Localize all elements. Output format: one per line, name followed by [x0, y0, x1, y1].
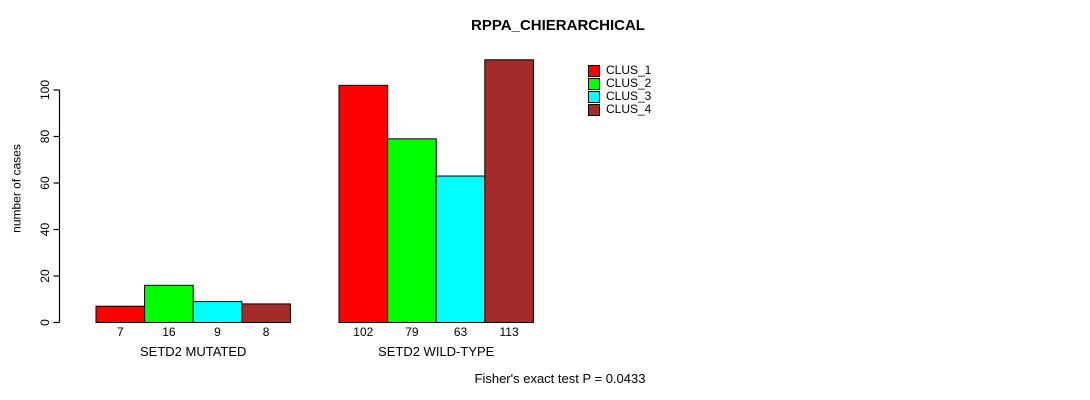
bar-clus_4-wild-type — [484, 59, 534, 324]
y-tick-label: 0 — [38, 319, 52, 326]
legend-swatch-icon — [588, 103, 600, 116]
bar-value-label: 7 — [117, 325, 124, 339]
legend-item-clus_3: CLUS_3 — [588, 90, 651, 103]
bar-clus_2-mutated — [144, 284, 194, 323]
legend-label: CLUS_2 — [606, 76, 652, 90]
bar-value-label: 102 — [353, 325, 373, 339]
bar-clus_1-mutated — [95, 305, 146, 324]
legend-swatch-icon — [588, 77, 600, 90]
legend-label: CLUS_3 — [606, 89, 652, 103]
y-tick-label: 80 — [38, 130, 52, 144]
bar-value-label: 113 — [500, 325, 519, 339]
legend-swatch-icon — [588, 90, 600, 103]
legend-swatch-icon — [588, 64, 600, 77]
bar-value-label: 16 — [162, 325, 176, 339]
legend-item-clus_1: CLUS_1 — [588, 64, 651, 77]
fisher-test-note: Fisher's exact test P = 0.0433 — [474, 371, 646, 386]
y-tick-label: 100 — [38, 80, 52, 100]
bar-value-label: 63 — [454, 325, 468, 339]
bar-clus_4-mutated — [241, 303, 291, 323]
group-label: SETD2 WILD-TYPE — [378, 344, 495, 359]
legend-item-clus_4: CLUS_4 — [588, 103, 651, 116]
bar-value-label: 79 — [405, 325, 419, 339]
y-tick-label: 40 — [38, 223, 52, 237]
legend-label: CLUS_1 — [606, 63, 652, 77]
y-tick-label: 60 — [38, 176, 52, 190]
bar-clus_3-mutated — [192, 301, 243, 324]
group-label: SETD2 MUTATED — [140, 344, 246, 359]
bar-value-label: 9 — [214, 325, 221, 339]
legend-label: CLUS_4 — [606, 102, 652, 116]
bar-clus_1-wild-type — [338, 84, 389, 323]
bar-clus_2-wild-type — [387, 138, 437, 323]
y-tick-label: 20 — [38, 269, 52, 283]
bar-clus_3-wild-type — [435, 175, 486, 323]
legend: CLUS_1 CLUS_2 CLUS_3 CLUS_4 — [588, 64, 651, 116]
chart-title: RPPA_CHIERARCHICAL — [471, 17, 645, 34]
legend-item-clus_2: CLUS_2 — [588, 77, 651, 90]
bar-value-label: 8 — [263, 325, 270, 339]
